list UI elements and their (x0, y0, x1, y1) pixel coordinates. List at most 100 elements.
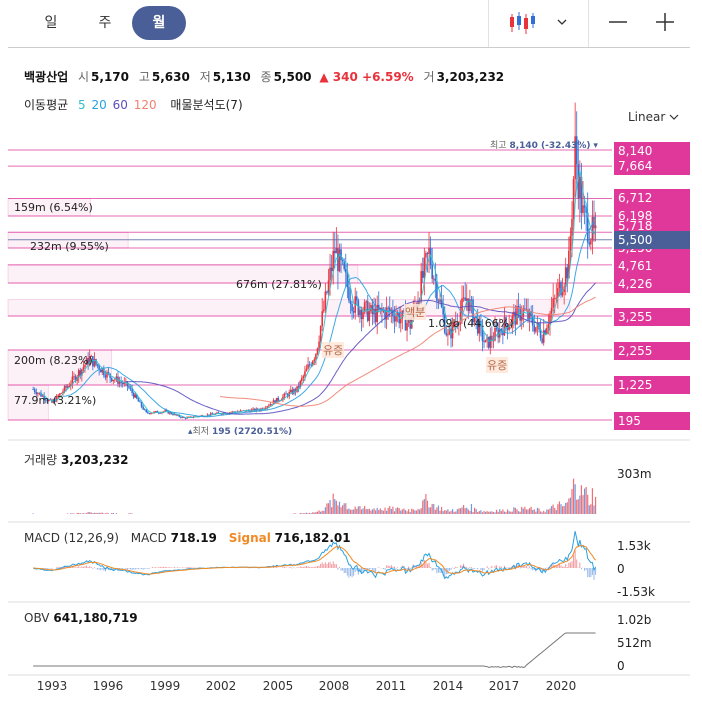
candle-body (318, 341, 320, 349)
candle-body (409, 318, 411, 329)
close-value: 5,500 (273, 70, 312, 84)
volume-panel-title: 거래량 3,203,232 (24, 451, 129, 468)
candle-body (38, 392, 41, 394)
volume-bar (32, 513, 34, 514)
candle-body (461, 298, 463, 312)
candle-body (121, 382, 124, 384)
volume-bar (527, 509, 529, 514)
macd-line (32, 531, 597, 580)
chevron-down-icon (557, 19, 567, 25)
candle-body (355, 296, 358, 301)
volume-bar (483, 510, 485, 514)
macd-histogram-bar (159, 567, 161, 568)
macd-histogram-bar (580, 568, 582, 570)
macd-histogram-bar (323, 563, 325, 568)
macd-histogram-bar (161, 566, 163, 568)
candle-body (362, 312, 364, 320)
volume-bar (404, 510, 407, 514)
macd-histogram-bar (569, 562, 571, 568)
zoom-out-button[interactable] (606, 10, 630, 34)
candle-body (275, 397, 278, 404)
volume-bar (299, 512, 301, 514)
candle-body (448, 328, 451, 335)
volume-y-tick: 303m (617, 467, 652, 481)
candle-body (590, 240, 592, 245)
volume-bar (307, 513, 309, 514)
volume-bar (408, 509, 410, 514)
volume-bar (101, 512, 103, 514)
macd-histogram-bar (112, 568, 114, 571)
volume-bar (513, 507, 515, 514)
volume-bar (417, 508, 419, 514)
event-marker-3[interactable]: 유증 (486, 357, 509, 373)
volume-bar (76, 512, 78, 514)
candle-body (487, 336, 490, 348)
volume-bar (546, 509, 548, 514)
candle-body (341, 259, 344, 261)
volume-profile-label-5: 200m (8.23%) (14, 354, 93, 367)
tab-month[interactable]: 월 (132, 6, 186, 40)
candle-body (349, 300, 352, 304)
candle-body (539, 329, 542, 339)
volume-bar (455, 511, 457, 514)
macd-histogram-bar (508, 567, 510, 568)
candle-body (524, 308, 526, 310)
candle-body (483, 341, 485, 343)
volume-bar (430, 507, 432, 514)
volume-bar (574, 484, 576, 514)
ma-label[interactable]: 이동평균 (24, 98, 69, 112)
macd-histogram-bar (103, 568, 105, 571)
macd-histogram-bar (130, 568, 132, 570)
volume-bar (469, 510, 471, 514)
zoom-in-button[interactable] (653, 10, 677, 34)
macd-histogram-bar (585, 568, 587, 570)
volume-bar (547, 509, 550, 514)
tab-day[interactable]: 일 (44, 15, 58, 31)
candle-body (92, 356, 94, 367)
volume-bar (406, 511, 408, 514)
macd-histogram-bar (591, 568, 593, 576)
macd-histogram-bar (447, 568, 449, 575)
volume-bar (550, 506, 553, 514)
event-marker-1[interactable]: 유증 (322, 342, 345, 358)
volume-bar (439, 510, 441, 514)
volume-bar (557, 504, 559, 514)
volume-bar (543, 510, 545, 514)
high-annotation-value: 8,140 (-32.43%) (509, 141, 591, 151)
candle-body (491, 335, 493, 341)
macd-histogram-bar (503, 565, 505, 568)
candle-body (41, 395, 44, 397)
macd-histogram-bar (371, 568, 373, 570)
candle-body (62, 391, 64, 393)
macd-histogram-bar (304, 566, 306, 568)
candle-body (388, 307, 391, 312)
volume-bar (503, 511, 506, 514)
chart-type-button[interactable] (500, 8, 580, 38)
volume-profile-label[interactable]: 매물분석도(7) (170, 98, 243, 112)
volume-bar (579, 495, 581, 514)
macd-histogram-bar (78, 566, 80, 568)
volume-bar (403, 508, 405, 514)
candle-body (439, 299, 441, 302)
scale-toggle[interactable]: Linear (628, 110, 679, 124)
macd-histogram-bar (390, 565, 392, 568)
volume-bar (522, 508, 524, 514)
candle-body (310, 364, 313, 366)
open-value: 5,170 (91, 70, 130, 84)
tab-week[interactable]: 주 (98, 15, 112, 31)
macd-histogram-bar (588, 568, 590, 578)
volume-bar (346, 509, 348, 514)
candle-body (360, 309, 363, 320)
candle-body (421, 271, 424, 278)
price-level-tag: 7,664 (614, 157, 690, 175)
candle-body (333, 250, 336, 254)
macd-histogram-bar (522, 565, 524, 568)
volume-bar (528, 508, 531, 514)
volume-bar (316, 511, 319, 514)
candle-body (139, 401, 141, 403)
volume-profile-label-4: 1.09b (44.66%) (428, 317, 514, 330)
candle-body (65, 386, 67, 388)
volume-bar (334, 499, 336, 514)
event-marker-2[interactable]: 액분 (404, 304, 427, 320)
